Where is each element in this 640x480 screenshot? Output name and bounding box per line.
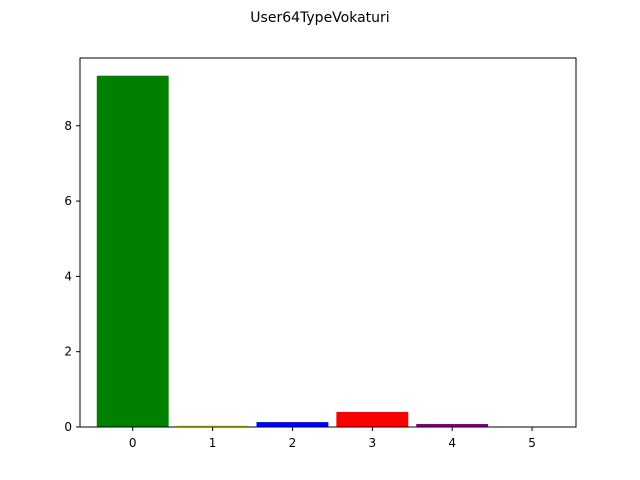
x-axis: 0 1 2 3 4 5	[129, 427, 536, 450]
bar-0	[96, 75, 169, 428]
y-tick-label: 6	[64, 194, 72, 208]
y-tick-label: 2	[64, 345, 72, 359]
plot-frame	[79, 57, 577, 428]
x-tick-label: 0	[129, 436, 137, 450]
y-axis: 0 2 4 6 8	[64, 119, 80, 434]
bar-4	[416, 423, 489, 427]
x-tick-label: 2	[289, 436, 297, 450]
y-tick-label: 0	[64, 420, 72, 434]
x-tick-label: 1	[209, 436, 217, 450]
chart-title: User64TypeVokaturi	[250, 10, 389, 26]
bar-2	[256, 422, 329, 427]
bar-1	[176, 425, 249, 427]
x-tick-label: 4	[448, 436, 456, 450]
bar-3	[336, 411, 409, 427]
y-tick-label: 8	[64, 119, 72, 133]
x-tick-label: 3	[369, 436, 377, 450]
bars-layer	[96, 75, 489, 428]
x-tick-label: 5	[528, 436, 536, 450]
y-tick-label: 4	[64, 269, 72, 283]
